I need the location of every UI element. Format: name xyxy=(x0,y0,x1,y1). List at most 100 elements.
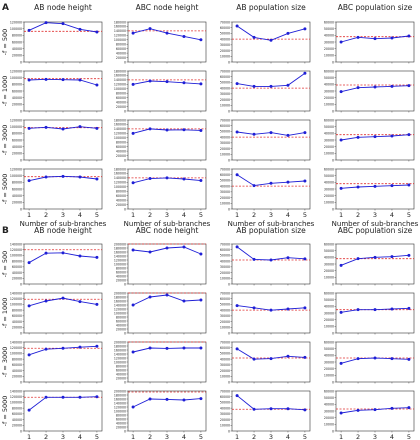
data-point xyxy=(61,174,65,178)
y-tick-label: 60000 xyxy=(220,346,230,350)
x-tick-label: 5 xyxy=(95,433,99,440)
data-point xyxy=(27,304,31,308)
data-point xyxy=(44,175,48,179)
x-tick-label: 3 xyxy=(269,433,273,440)
data-point xyxy=(373,85,377,89)
y-tick-label: 120000 xyxy=(114,356,126,360)
y-tick-label: 20000 xyxy=(324,145,334,149)
subplot-frame xyxy=(231,70,311,112)
y-tick-label: 20000 xyxy=(116,278,126,282)
y-tick-label: 0 xyxy=(20,331,22,335)
y-tick-label: 40000 xyxy=(324,181,334,185)
data-point xyxy=(165,397,169,401)
x-tick-label: 1 xyxy=(339,433,343,440)
panel-label: A xyxy=(2,3,9,13)
y-tick-label: 10000 xyxy=(324,201,334,205)
data-point xyxy=(286,407,290,411)
data-point xyxy=(269,84,273,88)
y-tick-label: 20000 xyxy=(220,320,230,324)
data-point xyxy=(286,83,290,87)
y-tick-label: 30000 xyxy=(220,265,230,269)
y-tick-label: 30000 xyxy=(324,311,334,315)
subplot-frame xyxy=(335,292,415,334)
data-point xyxy=(373,356,377,360)
y-tick-label: 60000 xyxy=(116,368,126,372)
row-label: -f = 3000 xyxy=(1,347,9,378)
y-tick-label: 50000 xyxy=(220,81,230,85)
data-point xyxy=(407,133,411,137)
data-point xyxy=(131,181,135,185)
data-point xyxy=(95,83,99,87)
y-tick-label: 0 xyxy=(228,380,230,384)
y-tick-label: 160000 xyxy=(114,74,126,78)
row-label: -f = 3000 xyxy=(1,125,9,156)
data-point xyxy=(373,408,377,412)
y-tick-label: 0 xyxy=(124,429,126,433)
y-tick-label: 30000 xyxy=(220,363,230,367)
y-tick-label: 80000 xyxy=(12,357,22,361)
x-tick-label: 4 xyxy=(182,211,186,219)
subplot: 0 10000 20000 30000 40000 50000 60000 xyxy=(324,69,415,113)
subplot-frame xyxy=(231,119,311,161)
data-point xyxy=(182,34,186,38)
y-tick-label: 0 xyxy=(228,109,230,113)
y-tick-label: 160000 xyxy=(114,250,126,254)
y-tick-label: 30000 xyxy=(324,409,334,413)
data-point xyxy=(252,357,256,361)
data-point xyxy=(148,346,152,350)
data-point xyxy=(303,27,307,31)
subplot-frame xyxy=(23,70,103,112)
y-tick-label: 100000 xyxy=(10,174,22,178)
subplot: 0 10000 20000 30000 40000 50000 60000 xyxy=(324,291,415,335)
y-tick-label: 20000 xyxy=(12,103,22,107)
y-tick-label: 40000 xyxy=(116,100,126,104)
y-tick-label: 60000 xyxy=(324,242,334,246)
y-tick-label: 70000 xyxy=(220,291,230,295)
subplot-frame xyxy=(23,243,103,285)
x-tick-label: 3 xyxy=(269,211,273,219)
y-tick-label: 50000 xyxy=(324,249,334,253)
y-tick-label: 30000 xyxy=(324,187,334,191)
data-point xyxy=(235,130,239,134)
data-point xyxy=(95,302,99,306)
row-label: -f = 1000 xyxy=(1,76,9,107)
data-point xyxy=(269,258,273,262)
y-tick-label: 0 xyxy=(332,109,334,113)
data-point xyxy=(235,82,239,86)
y-tick-label: 100000 xyxy=(114,87,126,91)
data-point xyxy=(131,31,135,35)
y-tick-label: 20000 xyxy=(12,277,22,281)
y-tick-label: 60000 xyxy=(116,96,126,100)
y-tick-label: 100000 xyxy=(10,303,22,307)
y-tick-label: 60000 xyxy=(324,69,334,73)
y-tick-label: 0 xyxy=(20,207,22,211)
y-tick-label: 140000 xyxy=(114,78,126,82)
data-point xyxy=(61,296,65,300)
row-label: -f = 5000 xyxy=(1,174,9,205)
y-tick-label: 80000 xyxy=(12,181,22,185)
y-tick-label: 0 xyxy=(124,380,126,384)
y-tick-label: 60000 xyxy=(220,395,230,399)
data-point xyxy=(61,127,65,131)
y-tick-label: 0 xyxy=(20,282,22,286)
y-tick-label: 40000 xyxy=(324,34,334,38)
y-tick-label: 50000 xyxy=(324,174,334,178)
row-label: -f = 1000 xyxy=(1,298,9,329)
data-point xyxy=(148,250,152,254)
y-tick-label: 60000 xyxy=(324,291,334,295)
y-tick-label: 60000 xyxy=(324,167,334,171)
data-point xyxy=(95,395,99,399)
x-tick-label: 2 xyxy=(44,433,48,440)
subplot-frame xyxy=(335,119,415,161)
y-tick-label: 160000 xyxy=(114,397,126,401)
y-tick-label: 100000 xyxy=(10,401,22,405)
y-tick-label: 0 xyxy=(20,158,22,162)
y-tick-label: 160000 xyxy=(114,348,126,352)
data-point xyxy=(61,395,65,399)
x-tick-label: 4 xyxy=(286,433,290,440)
y-tick-label: 120000 xyxy=(10,395,22,399)
y-tick-label: 40000 xyxy=(116,323,126,327)
